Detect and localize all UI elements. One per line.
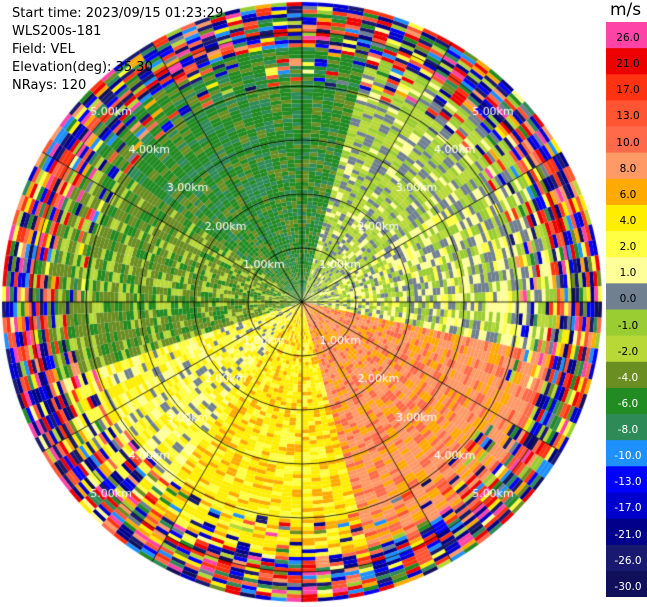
colorbar-segment (606, 466, 647, 493)
colorbar-segment (606, 518, 647, 546)
colorbar-tick-label: 2.0 (619, 241, 637, 254)
colorbar-tick-label: -1.0 (617, 319, 639, 332)
colorbar-tick-label: -10.0 (614, 450, 642, 463)
start-time-label: Start time: 2023/09/15 01:23:29 (12, 6, 224, 21)
colorbar-segment (606, 570, 647, 597)
nrays-label: NRays: 120 (12, 78, 87, 93)
colorbar-unit: m/s (610, 0, 642, 20)
colorbar-tick-label: 21.0 (616, 58, 640, 71)
colorbar-segment (606, 204, 647, 232)
colorbar-segment (606, 335, 647, 363)
colorbar-segment (606, 492, 647, 520)
colorbar (606, 22, 647, 597)
colorbar-tick-label: 8.0 (619, 162, 637, 175)
colorbar-tick-label: 13.0 (616, 110, 640, 123)
colorbar-tick-label: -13.0 (614, 476, 642, 489)
colorbar-segment (606, 283, 647, 310)
colorbar-segment (606, 22, 647, 49)
field-label: Field: VEL (12, 42, 75, 57)
colorbar-segment (606, 231, 647, 258)
colorbar-tick-label: 4.0 (619, 214, 637, 227)
colorbar-tick-label: 17.0 (616, 84, 640, 97)
colorbar-tick-label: -21.0 (614, 528, 642, 541)
colorbar-segment (606, 387, 647, 415)
colorbar-tick-label: -8.0 (617, 424, 639, 437)
colorbar-tick-label: -26.0 (614, 554, 642, 567)
colorbar-segment (606, 257, 647, 284)
colorbar-segment (606, 74, 647, 101)
colorbar-segment (606, 178, 647, 206)
colorbar-segment (606, 361, 647, 389)
colorbar-segment (606, 100, 647, 128)
colorbar-tick-label: 26.0 (616, 32, 640, 44)
colorbar-segment (606, 152, 647, 180)
colorbar-tick-label: 10.0 (616, 136, 640, 149)
colorbar-segment (606, 414, 647, 441)
colorbar-tick-label: 1.0 (619, 267, 637, 280)
colorbar-tick-label: -2.0 (617, 345, 639, 358)
colorbar-segment (606, 309, 647, 337)
colorbar-segment (606, 48, 647, 75)
colorbar-segment (606, 544, 647, 572)
colorbar-segment (606, 126, 647, 154)
colorbar-tick-label: -30.0 (614, 580, 642, 593)
colorbar-segment (606, 440, 647, 467)
colorbar-tick-label: -6.0 (617, 397, 639, 410)
colorbar-tick-label: 0.0 (619, 293, 637, 306)
colorbar-tick-label: -17.0 (614, 502, 642, 515)
colorbar-tick-label: -4.0 (617, 371, 639, 384)
site-label: WLS200s-181 (12, 24, 102, 39)
elevation-label: Elevation(deg): 35.30 (12, 60, 153, 75)
colorbar-tick-label: 6.0 (619, 188, 637, 201)
